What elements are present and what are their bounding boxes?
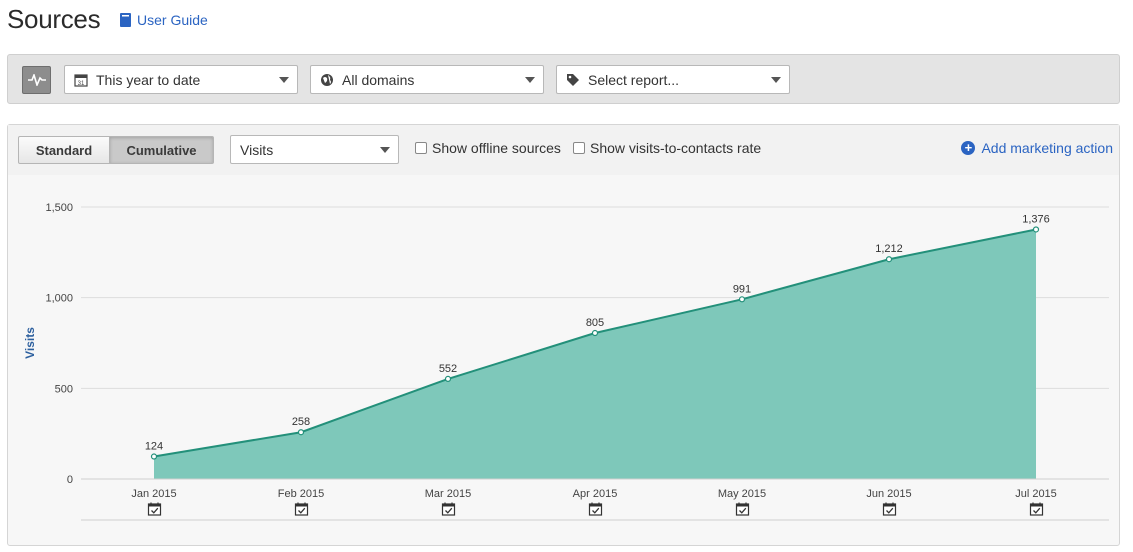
x-tick-label: Feb 2015 <box>278 488 324 500</box>
visits-area-chart: 0 500 1,000 1,500 Visits 124 Jan 2015 258 Feb 20… <box>23 202 1109 521</box>
data-point <box>297 429 305 436</box>
data-point <box>1032 226 1040 233</box>
filter-bar: 31 This year to date All domains Select … <box>7 54 1120 104</box>
tag-icon <box>567 73 579 86</box>
metric-value: Visits <box>240 141 274 158</box>
domains-value: All domains <box>342 71 415 88</box>
data-label: 552 <box>439 363 457 375</box>
svg-text:31: 31 <box>78 81 85 87</box>
calendar-check-icon[interactable] <box>882 502 897 516</box>
pulse-icon <box>27 74 46 86</box>
data-point <box>738 296 746 303</box>
date-range-select[interactable]: 31 This year to date <box>64 65 298 94</box>
calendar-icon: 31 <box>74 73 88 87</box>
user-guide-link[interactable]: User Guide <box>120 12 208 28</box>
y-tick-label: 0 <box>67 474 73 486</box>
y-tick-label: 500 <box>55 383 73 395</box>
data-label: 1,212 <box>875 243 903 255</box>
chevron-down-icon <box>771 77 781 83</box>
calendar-check-icon[interactable] <box>147 502 162 516</box>
y-tick-label: 1,000 <box>45 293 73 305</box>
standard-view-button[interactable]: Standard <box>18 136 110 164</box>
x-tick-label: Jul 2015 <box>1015 488 1057 500</box>
domains-select[interactable]: All domains <box>310 65 544 94</box>
add-marketing-action-label: Add marketing action <box>981 140 1113 156</box>
chevron-down-icon <box>380 147 390 153</box>
page-title: Sources <box>7 4 101 34</box>
x-tick-label: Apr 2015 <box>573 488 618 500</box>
data-label: 258 <box>292 416 310 428</box>
chevron-down-icon <box>279 77 289 83</box>
visits-rate-label: Show visits-to-contacts rate <box>590 140 762 156</box>
report-select[interactable]: Select report... <box>556 65 790 94</box>
x-tick-label: Jan 2015 <box>131 488 176 500</box>
calendar-check-icon[interactable] <box>294 502 309 516</box>
chevron-down-icon <box>525 77 535 83</box>
x-tick-label: May 2015 <box>718 488 766 500</box>
offline-sources-label: Show offline sources <box>432 140 561 156</box>
activity-toggle-button[interactable] <box>22 66 51 94</box>
calendar-check-icon[interactable] <box>588 502 603 516</box>
report-value: Select report... <box>588 71 680 88</box>
calendar-check-icon[interactable] <box>1029 502 1044 516</box>
metric-select[interactable]: Visits <box>230 135 399 164</box>
x-tick-label: Mar 2015 <box>425 488 471 500</box>
data-point <box>150 453 158 460</box>
visits-rate-toggle[interactable]: Show visits-to-contacts rate <box>573 140 761 156</box>
chart-panel: Standard Cumulative Visits Show offline … <box>7 124 1120 546</box>
chart-toolbar: Standard Cumulative Visits Show offline … <box>8 125 1119 175</box>
globe-icon <box>321 73 333 86</box>
offline-sources-toggle[interactable]: Show offline sources <box>415 140 561 156</box>
x-tick-label: Jun 2015 <box>866 488 911 500</box>
area-series <box>154 229 1036 479</box>
data-point <box>591 329 599 337</box>
calendar-check-icon[interactable] <box>441 502 456 516</box>
data-label: 991 <box>733 283 751 295</box>
offline-sources-checkbox[interactable] <box>415 142 427 154</box>
cumulative-view-button[interactable]: Cumulative <box>109 136 214 164</box>
book-icon <box>120 13 131 27</box>
user-guide-label: User Guide <box>137 12 208 28</box>
data-label: 805 <box>586 317 604 329</box>
visits-rate-checkbox[interactable] <box>573 142 585 154</box>
add-marketing-action-link[interactable]: + Add marketing action <box>961 140 1113 156</box>
calendar-check-icon[interactable] <box>735 502 750 516</box>
data-label: 124 <box>145 441 163 453</box>
data-point <box>444 375 452 383</box>
data-label: 1,376 <box>1022 213 1050 225</box>
data-point <box>885 256 893 263</box>
y-tick-label: 1,500 <box>45 202 73 214</box>
plus-circle-icon: + <box>961 141 976 155</box>
y-axis-label: Visits <box>23 327 37 359</box>
date-range-value: This year to date <box>96 71 201 88</box>
